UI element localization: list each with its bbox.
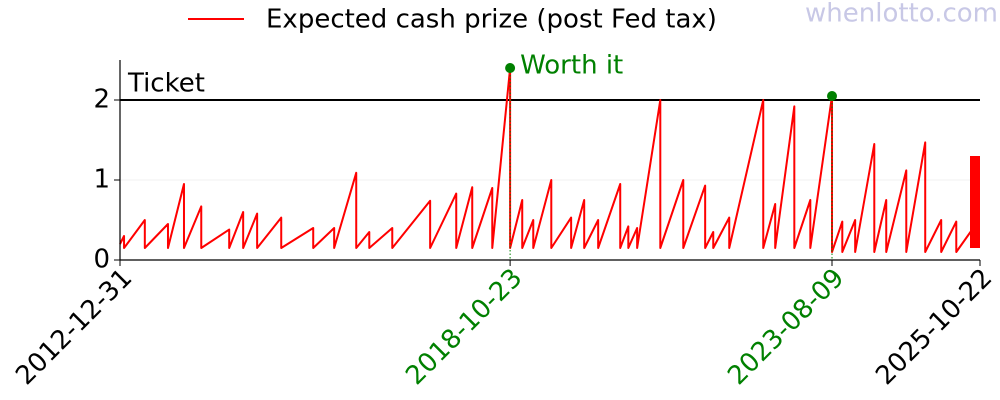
highlight-label: Worth it	[520, 51, 623, 81]
current-bar	[970, 156, 980, 248]
highlight-dot	[505, 63, 516, 73]
y-tick-label: 2	[93, 85, 110, 115]
x-tick-label: 2023-08-09	[722, 263, 850, 391]
x-tick-label: 2025-10-22	[870, 263, 998, 391]
series-line	[119, 67, 978, 253]
threshold-label: Ticket	[127, 69, 205, 99]
watermark: whenlotto.com	[805, 0, 998, 29]
highlight-dot	[827, 91, 838, 101]
y-tick-label: 1	[93, 165, 110, 195]
legend-label: Expected cash prize (post Fed tax)	[266, 5, 717, 35]
x-tick-label: 2012-12-31	[10, 263, 138, 391]
x-tick-label: 2018-10-23	[400, 263, 528, 391]
y-tick-label: 0	[93, 245, 110, 275]
